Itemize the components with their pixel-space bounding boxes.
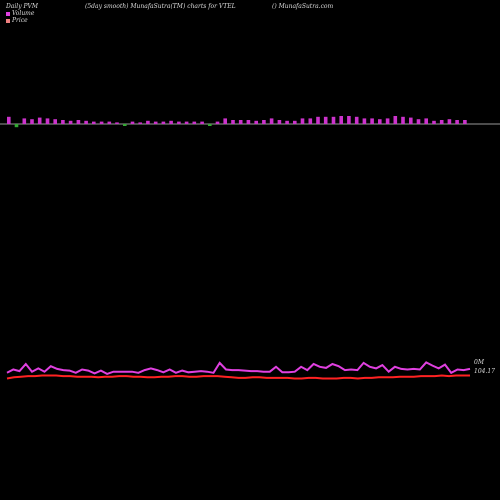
legend-volume-swatch [6,11,10,16]
legend-price-swatch [6,18,10,23]
volume-bar [223,118,227,124]
chart-type-label: Daily PVM [6,3,39,10]
volume-bar [323,116,328,124]
volume-bar [262,120,266,124]
volume-bar [138,122,142,124]
volume-bars [7,116,467,128]
volume-bar [393,116,398,124]
volume-bar [84,120,88,124]
volume-bar [238,120,243,124]
volume-bar [123,124,127,126]
volume-bar [432,120,436,124]
volume-bar [61,120,65,124]
volume-bar [316,116,320,124]
volume-bar [184,121,189,124]
volume-bar [285,120,289,124]
volume-bar [401,116,405,124]
volume-bar [331,116,336,124]
volume-bar [192,121,197,124]
volume-bar [37,117,42,124]
volume-bar [215,121,220,124]
volume-bar [45,118,50,124]
volume-bar [254,120,258,124]
volume-bar [269,118,274,124]
volume-bar [130,121,135,124]
volume-bar [463,120,467,124]
price-series-line [6,374,470,380]
volume-bar [409,117,413,124]
volume-bar [416,119,421,124]
volume-bar [370,118,374,124]
volume-bar [378,119,382,124]
volume-bar [107,121,112,124]
volume-bar [455,120,459,124]
volume-bar [362,118,367,124]
volume-bar [200,121,204,124]
volume-bar [22,118,27,124]
legend-price-label: Price [12,17,28,24]
volume-bar [208,124,212,126]
volume-bar [277,120,282,124]
volume-bar [76,120,81,124]
volume-level-label: 0M [474,359,484,366]
volume-bar [7,116,11,124]
volume-bar [177,121,181,124]
site-credit: () MunafaSutra.com [272,3,334,10]
volume-bar [439,120,444,124]
volume-bar [14,124,19,128]
volume-bar [169,120,173,124]
legend-volume-label: Volume [12,10,35,17]
price-level-label: 104.17 [474,368,495,375]
volume-bar [99,121,104,124]
volume-bar [354,116,359,124]
volume-bar [447,119,452,124]
chart-title: (5day smooth) MunafaSutra(TM) charts for… [85,3,236,10]
legend-volume: Volume [6,10,34,17]
volume-bar [68,120,73,124]
volume-bar [231,120,235,124]
volume-bar [161,121,166,124]
volume-series-line [6,361,471,375]
volume-bar [424,118,428,124]
volume-bar [115,122,119,124]
volume-bar [339,116,343,124]
volume-bar [153,121,158,124]
volume-bar [92,121,96,124]
volume-bar [347,116,351,124]
volume-bar [385,118,390,124]
volume-bar [308,118,313,124]
volume-bar [30,119,34,124]
legend-price: Price [6,17,28,24]
volume-bar [246,120,251,124]
volume-bar [53,119,57,124]
volume-bar [300,118,305,124]
volume-bar [146,120,150,124]
volume-bar [293,120,297,124]
